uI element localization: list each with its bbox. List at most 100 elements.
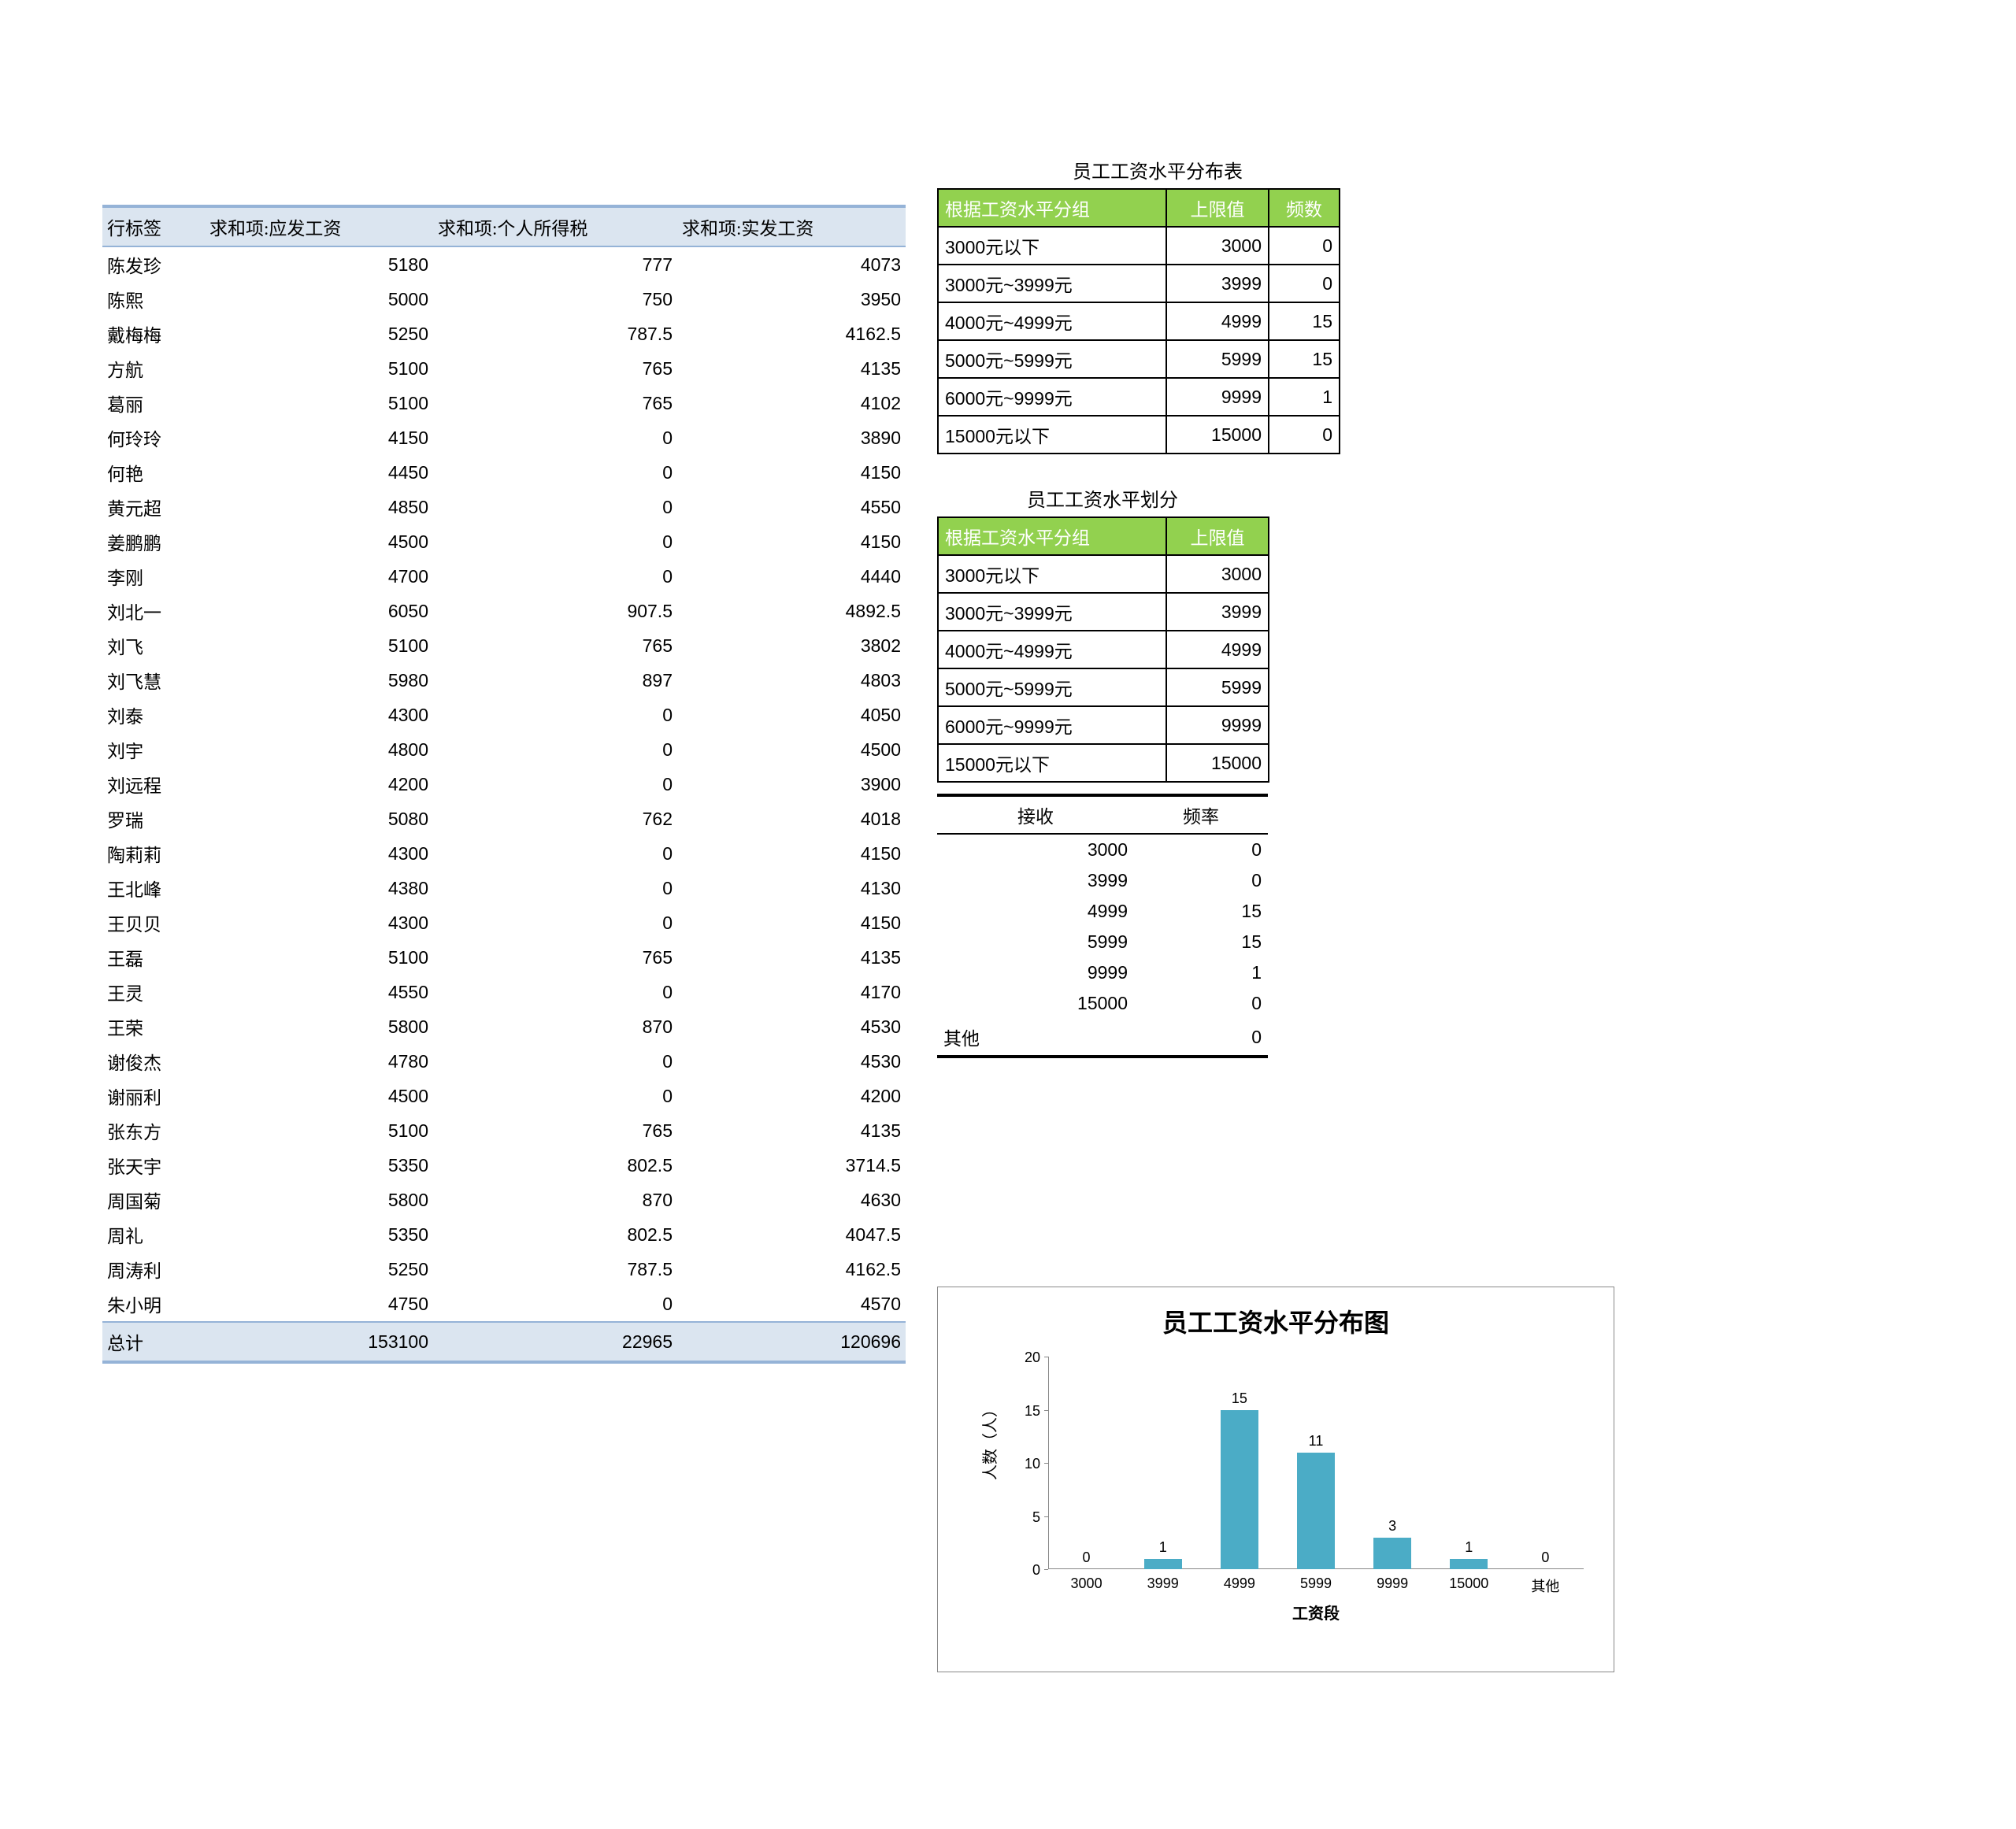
table-cell: 3000	[1166, 555, 1269, 593]
pivot-row: 罗瑞50807624018	[102, 802, 906, 836]
chart-x-category-label: 9999	[1361, 1575, 1424, 1592]
pivot-cell: 周涛利	[102, 1251, 205, 1287]
pivot-cell: 黄元超	[102, 489, 205, 525]
table-row: 4000元~4999元499915	[938, 302, 1340, 340]
pivot-row: 方航51007654135	[102, 351, 906, 386]
pivot-cell: 4700	[205, 561, 433, 592]
table-cell: 3000元~3999元	[938, 593, 1166, 631]
table-cell: 5000元~5999元	[938, 668, 1166, 706]
pivot-cell: 4570	[677, 1289, 906, 1320]
pivot-row: 陶莉莉430004150	[102, 836, 906, 871]
chart-bar-value-label: 1	[1445, 1539, 1492, 1556]
pivot-cell: 刘宇	[102, 731, 205, 768]
pivot-cell: 0	[433, 735, 677, 765]
chart-y-tick	[1044, 1569, 1048, 1570]
pivot-cell: 750	[433, 284, 677, 315]
pivot-row: 王灵455004170	[102, 975, 906, 1009]
pivot-cell: 4047.5	[677, 1220, 906, 1250]
pivot-cell: 朱小明	[102, 1286, 205, 1322]
pivot-total-cell: 153100	[205, 1327, 433, 1357]
pivot-cell: 765	[433, 388, 677, 419]
pivot-row: 姜鹏鹏450004150	[102, 524, 906, 559]
table-row: 其他0	[937, 1019, 1268, 1057]
pivot-cell: 4750	[205, 1289, 433, 1320]
chart-bar-value-label: 3	[1369, 1518, 1416, 1535]
table-row: 99991	[937, 957, 1268, 988]
pivot-cell: 张东方	[102, 1113, 205, 1149]
pivot-total-cell: 22965	[433, 1327, 677, 1357]
table-row: 150000	[937, 988, 1268, 1019]
pivot-cell: 4630	[677, 1185, 906, 1216]
pivot-cell: 5180	[205, 250, 433, 280]
pivot-cell: 5100	[205, 942, 433, 973]
pivot-row: 葛丽51007654102	[102, 386, 906, 420]
table-cell: 3000	[937, 834, 1134, 865]
pivot-table: 行标签 求和项:应发工资 求和项:个人所得税 求和项:实发工资 陈发珍51807…	[102, 205, 906, 1364]
table-row: 599915	[937, 927, 1268, 957]
pivot-row: 张东方51007654135	[102, 1113, 906, 1148]
pivot-cell: 0	[433, 769, 677, 800]
table-row: 15000元以下15000	[938, 744, 1269, 782]
chart-y-axis	[1048, 1357, 1049, 1569]
chart-bar	[1373, 1538, 1411, 1570]
pivot-cell: 765	[433, 354, 677, 384]
pivot-cell: 4850	[205, 492, 433, 523]
chart-y-tick	[1044, 1463, 1048, 1464]
pivot-cell: 4200	[205, 769, 433, 800]
pivot-cell: 4550	[677, 492, 906, 523]
pivot-cell: 765	[433, 631, 677, 661]
pivot-cell: 4440	[677, 561, 906, 592]
pivot-cell: 4892.5	[677, 596, 906, 627]
table-cell: 1	[1134, 957, 1268, 988]
pivot-row: 王贝贝430004150	[102, 905, 906, 940]
table-row: 39990	[937, 865, 1268, 896]
pivot-row: 王磊51007654135	[102, 940, 906, 975]
table-row: 499915	[937, 896, 1268, 927]
chart-y-tick-label: 0	[1009, 1562, 1040, 1579]
table-cell: 0	[1269, 416, 1340, 454]
pivot-row: 陈发珍51807774073	[102, 247, 906, 282]
pivot-cell: 0	[433, 908, 677, 939]
table-cell: 3999	[1166, 265, 1269, 302]
pivot-total-row: 总计 153100 22965 120696	[102, 1321, 906, 1364]
pivot-cell: 3900	[677, 769, 906, 800]
bar-chart: 员工工资水平分布图 人数（人） 工资段 05101520030001399915…	[937, 1287, 1614, 1672]
chart-bar	[1450, 1559, 1488, 1570]
table-row: 5000元~5999元599915	[938, 340, 1340, 378]
table-cell: 4000元~4999元	[938, 302, 1166, 340]
pivot-cell: 6050	[205, 596, 433, 627]
table-cell: 15000	[1166, 744, 1269, 782]
pivot-cell: 0	[433, 492, 677, 523]
pivot-cell: 姜鹏鹏	[102, 524, 205, 560]
pivot-cell: 何艳	[102, 454, 205, 491]
table-header-cell: 频率	[1134, 795, 1268, 834]
chart-y-tick-label: 20	[1009, 1350, 1040, 1366]
chart-bar	[1144, 1559, 1182, 1570]
pivot-cell: 陈熙	[102, 281, 205, 317]
pivot-cell: 陈发珍	[102, 246, 205, 283]
chart-x-category-label: 其他	[1514, 1575, 1577, 1596]
table-cell: 15000	[937, 988, 1134, 1019]
pivot-cell: 5980	[205, 665, 433, 696]
bins-table: 根据工资水平分组 上限值 3000元以下30003000元~3999元39994…	[937, 516, 1269, 783]
pivot-total-label: 总计	[102, 1324, 205, 1360]
pivot-row: 谢俊杰478004530	[102, 1044, 906, 1079]
pivot-cell: 4530	[677, 1012, 906, 1042]
pivot-cell: 方航	[102, 350, 205, 387]
pivot-cell: 5100	[205, 631, 433, 661]
table-cell: 0	[1134, 1019, 1268, 1057]
pivot-cell: 4803	[677, 665, 906, 696]
table-row: 6000元~9999元9999	[938, 706, 1269, 744]
chart-x-axis-label: 工资段	[1048, 1601, 1584, 1624]
pivot-cell: 4135	[677, 1116, 906, 1146]
pivot-cell: 4530	[677, 1046, 906, 1077]
table-header-row: 接收 频率	[937, 795, 1268, 834]
pivot-cell: 802.5	[433, 1150, 677, 1181]
table-cell: 其他	[937, 1019, 1134, 1057]
pivot-cell: 谢俊杰	[102, 1043, 205, 1079]
chart-y-axis-label: 人数（人）	[977, 1401, 1000, 1480]
table-row: 30000	[937, 834, 1268, 865]
pivot-cell: 4300	[205, 700, 433, 731]
table-row: 4000元~4999元4999	[938, 631, 1269, 668]
table-cell: 15000元以下	[938, 416, 1166, 454]
